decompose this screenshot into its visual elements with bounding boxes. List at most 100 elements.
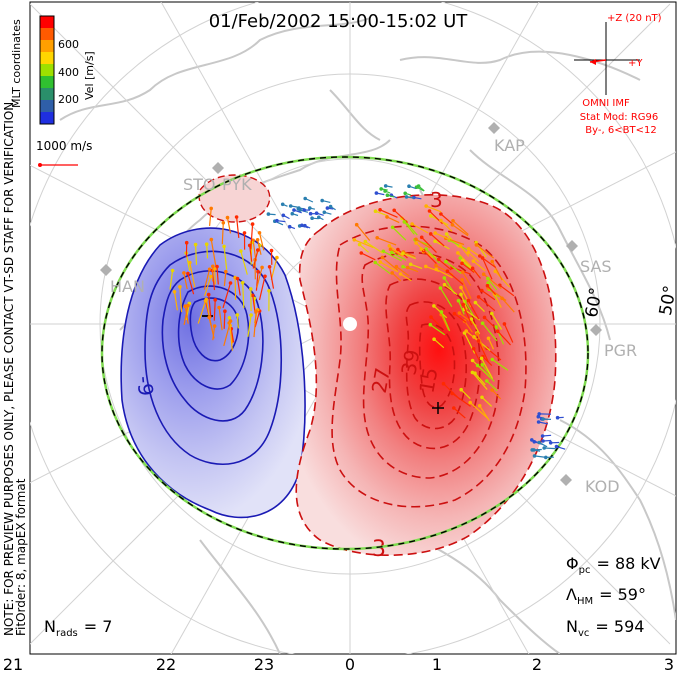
- velocity-vector: [258, 276, 266, 301]
- colorbar-segment: [40, 64, 54, 77]
- velocity-vector: [481, 290, 496, 301]
- velocity-vector: [457, 252, 473, 269]
- velocity-vector-origin: [387, 244, 392, 248]
- velocity-vector-origin: [281, 213, 286, 218]
- velocity-vector: [447, 270, 464, 285]
- velocity-vector: [476, 333, 485, 352]
- velocity-vector: [382, 256, 399, 271]
- velocity-vector-origin: [394, 264, 399, 269]
- velocity-vector: [474, 302, 485, 313]
- station-label-sas: SAS: [580, 257, 612, 276]
- velocity-vectors: [169, 184, 566, 460]
- velocity-vector-origin: [255, 238, 260, 242]
- velocity-vector: [423, 250, 437, 265]
- mlt-label-3: 3: [664, 655, 674, 674]
- velocity-vector: [470, 318, 481, 335]
- velocity-vector-origin: [485, 379, 489, 383]
- velocity-vector-origin: [532, 448, 536, 452]
- pole-marker: [343, 317, 357, 331]
- velocity-vector-origin: [401, 251, 405, 256]
- colorbar-segment: [40, 112, 54, 125]
- velocity-vector-origin: [228, 319, 233, 323]
- station-label-sto: STO: [183, 175, 216, 194]
- velocity-vector-origin: [203, 298, 208, 303]
- velocity-vector-origin: [471, 346, 476, 351]
- velocity-vector-origin: [396, 247, 400, 252]
- velocity-vector: [449, 239, 468, 251]
- velocity-vector-origin: [540, 434, 545, 438]
- svg-text:ΛHM= 59°: ΛHM = 59°: [566, 585, 646, 607]
- velocity-vector: [444, 284, 458, 296]
- velocity-vector-origin: [439, 212, 443, 216]
- velocity-vector-origin: [442, 282, 447, 287]
- preview-watermark: NOTE: FOR PREVIEW PURPOSES ONLY, PLEASE …: [2, 98, 16, 636]
- velocity-vector-origin: [424, 264, 428, 269]
- velocity-vector: [213, 299, 216, 321]
- velocity-vector: [173, 291, 178, 311]
- svg-text:Nrads= 7: Nrads = 7: [44, 617, 112, 639]
- imf-clock: [574, 22, 640, 95]
- velocity-vector: [491, 389, 502, 400]
- velocity-vector-origin: [209, 274, 213, 279]
- velocity-vector: [468, 252, 480, 263]
- velocity-vector-origin: [227, 316, 232, 320]
- velocity-vector-origin: [404, 195, 409, 199]
- velocity-vector-origin: [419, 235, 424, 240]
- velocity-vector: [223, 320, 232, 347]
- velocity-vector-origin: [457, 311, 462, 315]
- imf-source: OMNI IMF: [582, 98, 630, 109]
- stat-n-vc: Nvc = 594: [566, 617, 644, 639]
- velocity-vector-origin: [470, 266, 475, 271]
- velocity-vector-origin: [373, 209, 378, 213]
- velocity-vector-origin: [541, 417, 545, 421]
- velocity-vector-origin: [490, 259, 495, 264]
- velocity-vector-origin: [401, 264, 405, 269]
- station-label-pgr: PGR: [604, 341, 637, 360]
- velocity-vector: [445, 261, 462, 274]
- velocity-vector-origin: [328, 204, 333, 209]
- velocity-vector-origin: [475, 332, 480, 336]
- mlt-label-0: 0: [345, 655, 355, 674]
- svg-text:Nvc= 594: Nvc = 594: [566, 617, 644, 639]
- velocity-vector: [477, 364, 495, 382]
- velocity-vector: [494, 270, 511, 288]
- velocity-vector-origin: [478, 254, 482, 258]
- velocity-vector-origin: [357, 242, 362, 247]
- velocity-vector: [229, 325, 233, 351]
- velocity-vector-origin: [486, 336, 491, 341]
- velocity-vector-origin: [182, 271, 186, 275]
- velocity-vector-origin: [255, 248, 260, 252]
- velocity-vector: [388, 245, 404, 257]
- velocity-vector: [236, 314, 239, 329]
- velocity-vector-origin: [257, 231, 262, 235]
- velocity-vector: [240, 250, 248, 275]
- contour-label-39: 39: [396, 348, 424, 377]
- velocity-vector: [212, 326, 216, 341]
- station-label-han: HAN: [110, 277, 145, 296]
- velocity-vector-origin: [388, 247, 393, 252]
- velocity-vector: [440, 220, 453, 232]
- station-label-kod: KOD: [585, 477, 620, 496]
- velocity-vector: [474, 372, 486, 386]
- velocity-vector-origin: [213, 298, 217, 302]
- velocity-vector: [434, 232, 451, 241]
- velocity-vector-origin: [392, 208, 397, 213]
- velocity-vector-origin: [536, 414, 541, 419]
- velocity-vector: [183, 272, 188, 290]
- velocity-vector: [467, 300, 480, 320]
- velocity-vector-origin: [310, 216, 314, 220]
- velocity-vector: [223, 271, 227, 286]
- velocity-vector: [206, 244, 209, 259]
- velocity-vector-origin: [438, 286, 443, 290]
- velocity-vector: [250, 224, 254, 250]
- velocity-vector: [380, 261, 399, 273]
- velocity-vector: [469, 402, 489, 419]
- velocity-vector: [216, 266, 219, 285]
- velocity-vector: [429, 324, 446, 336]
- velocity-vector: [361, 252, 376, 261]
- velocity-vector: [443, 383, 461, 400]
- velocity-vector: [252, 249, 259, 269]
- velocity-vector: [230, 328, 235, 343]
- velocity-vector-origin: [223, 309, 227, 314]
- velocity-vector: [430, 233, 445, 247]
